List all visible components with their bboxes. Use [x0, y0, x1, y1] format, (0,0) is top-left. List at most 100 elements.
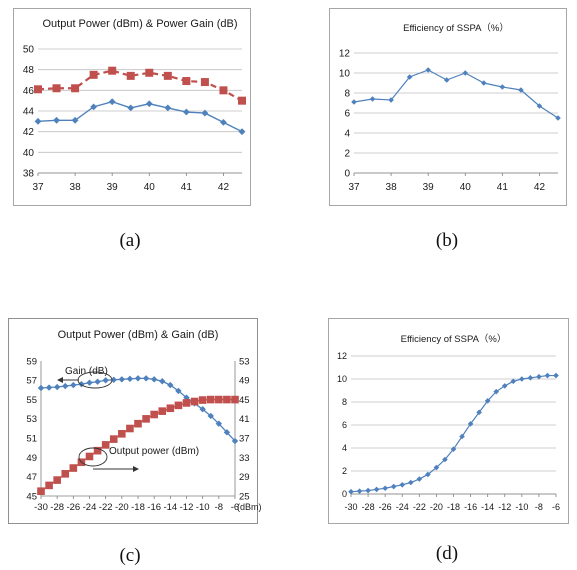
- data-point: [37, 384, 45, 392]
- x-tick-label: -12: [180, 502, 194, 513]
- x-tick-label: -24: [396, 502, 409, 512]
- y-tick-label: 50: [23, 45, 35, 56]
- data-point: [110, 376, 117, 384]
- y-tick-label: 6: [344, 109, 350, 120]
- data-point: [215, 395, 223, 404]
- data-point: [70, 381, 77, 389]
- x-tick-label: -26: [66, 502, 80, 513]
- data-point: [416, 476, 423, 482]
- data-point: [182, 399, 191, 407]
- data-point: [34, 117, 42, 125]
- data-point: [45, 384, 53, 391]
- y-tick-label: 10: [339, 69, 351, 80]
- x-tick-label: -18: [131, 502, 145, 513]
- data-point: [238, 96, 246, 105]
- x-tick-label: -30: [344, 502, 357, 512]
- data-point: [62, 382, 69, 390]
- y-tick-label: 57: [26, 376, 37, 387]
- data-point: [71, 84, 80, 93]
- data-point: [356, 488, 363, 494]
- data-point: [553, 372, 559, 379]
- data-point: [164, 104, 172, 112]
- data-point: [175, 387, 182, 395]
- y-tick-label: 12: [339, 49, 351, 60]
- x-tick-label: -14: [163, 502, 177, 513]
- caption-a: (a): [119, 230, 141, 251]
- x-tick-label: -16: [464, 502, 477, 512]
- y-tick-label: 0: [344, 169, 350, 180]
- y-tick-label: 10: [337, 374, 347, 384]
- y-tick-label: 40: [23, 148, 35, 159]
- chart-title: Efficiency of SSPA（%）: [401, 333, 507, 345]
- y-tick-label: 38: [23, 169, 35, 180]
- data-point: [163, 71, 172, 80]
- data-point: [108, 66, 117, 75]
- x-tick-label: 40: [144, 182, 156, 193]
- y-tick-label: 6: [342, 420, 347, 430]
- data-point: [220, 118, 227, 126]
- data-point: [61, 470, 70, 478]
- x-tick-label: -24: [83, 502, 97, 513]
- data-point: [53, 476, 61, 484]
- data-point: [134, 419, 142, 428]
- chart-title: Output Power (dBm) & Gain (dB): [58, 329, 219, 341]
- chart-a: Output Power (dBm) & Power Gain (dB) 38 40…: [23, 18, 246, 193]
- x-tick-label: 37: [348, 182, 360, 193]
- data-point: [433, 464, 440, 471]
- data-point: [145, 100, 153, 108]
- data-point: [388, 97, 394, 103]
- data-point: [69, 464, 78, 472]
- data-point: [462, 70, 469, 76]
- y-tick-label: 46: [23, 86, 35, 97]
- y-tick-label: 4: [342, 443, 347, 453]
- y2-tick-label: 41: [239, 414, 250, 425]
- data-point: [499, 84, 506, 90]
- data-point: [126, 71, 135, 80]
- chart-panel-d: Efficiency of SSPA（%） 0 2 4 6 8 10 12 -30 -28 -26-…: [328, 318, 569, 524]
- x-tick-label: -10: [515, 502, 528, 512]
- data-point: [183, 394, 190, 401]
- x-tick-label: -8: [215, 502, 223, 513]
- y-tick-label: 12: [337, 351, 347, 361]
- data-point: [501, 383, 508, 389]
- caption-d: (d): [435, 543, 459, 564]
- y2-tick-label: 53: [239, 356, 250, 367]
- x-tick-label: -8: [535, 502, 543, 512]
- chart-title: Efficiency of SSPA（%）: [403, 22, 509, 34]
- x-tick-label: 42: [218, 182, 230, 193]
- y-tick-label: 44: [23, 107, 35, 118]
- x-tick-label: -12: [498, 502, 511, 512]
- x-tick-label: 41: [181, 182, 193, 193]
- data-point: [399, 482, 406, 488]
- x-tick-label: -28: [362, 502, 375, 512]
- data-point: [167, 381, 174, 389]
- data-point: [45, 481, 53, 490]
- data-point: [450, 446, 457, 452]
- data-point: [90, 103, 98, 111]
- data-point: [231, 395, 239, 404]
- x-axis-unit-label: (dBm): [237, 502, 262, 512]
- data-point: [443, 77, 450, 83]
- x-tick-label: -22: [99, 502, 113, 513]
- data-point: [101, 441, 110, 449]
- data-point: [182, 77, 191, 86]
- data-point: [459, 433, 465, 440]
- data-point: [348, 488, 354, 495]
- data-point: [108, 98, 116, 106]
- annotation-arrowhead: [57, 377, 63, 383]
- data-point: [166, 404, 175, 413]
- data-point: [519, 376, 525, 382]
- series-line: [40, 377, 236, 442]
- y-tick-label: 53: [26, 414, 37, 425]
- data-point: [425, 67, 431, 73]
- x-tick-label: -20: [115, 502, 129, 513]
- x-tick-label: -30: [34, 502, 48, 513]
- x-tick-label: -26: [379, 502, 392, 512]
- x-tick-label: -28: [50, 502, 64, 513]
- y-tick-label: 51: [26, 433, 37, 444]
- data-point: [215, 420, 223, 427]
- data-point: [207, 412, 214, 420]
- series-line: [37, 100, 243, 133]
- data-point: [142, 375, 150, 382]
